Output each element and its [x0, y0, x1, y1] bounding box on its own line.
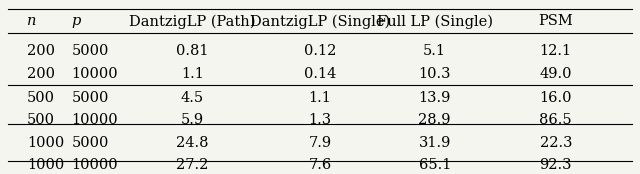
Text: 5000: 5000: [72, 91, 109, 105]
Text: 200: 200: [27, 44, 55, 58]
Text: 7.6: 7.6: [308, 158, 332, 172]
Text: 24.8: 24.8: [176, 136, 209, 150]
Text: 500: 500: [27, 91, 55, 105]
Text: DantzigLP (Path): DantzigLP (Path): [129, 14, 256, 29]
Text: 5000: 5000: [72, 136, 109, 150]
Text: 16.0: 16.0: [540, 91, 572, 105]
Text: 0.14: 0.14: [304, 67, 336, 81]
Text: 10.3: 10.3: [419, 67, 451, 81]
Text: 4.5: 4.5: [181, 91, 204, 105]
Text: 1000: 1000: [27, 158, 64, 172]
Text: 7.9: 7.9: [308, 136, 332, 150]
Text: 22.3: 22.3: [540, 136, 572, 150]
Text: 1.1: 1.1: [308, 91, 332, 105]
Text: 12.1: 12.1: [540, 44, 572, 58]
Text: 10000: 10000: [72, 67, 118, 81]
Text: 27.2: 27.2: [177, 158, 209, 172]
Text: p: p: [72, 14, 81, 28]
Text: 1000: 1000: [27, 136, 64, 150]
Text: 0.12: 0.12: [304, 44, 336, 58]
Text: 86.5: 86.5: [540, 113, 572, 127]
Text: 5000: 5000: [72, 44, 109, 58]
Text: 65.1: 65.1: [419, 158, 451, 172]
Text: 92.3: 92.3: [540, 158, 572, 172]
Text: PSM: PSM: [538, 14, 573, 28]
Text: 500: 500: [27, 113, 55, 127]
Text: 1.1: 1.1: [181, 67, 204, 81]
Text: 200: 200: [27, 67, 55, 81]
Text: 10000: 10000: [72, 113, 118, 127]
Text: 13.9: 13.9: [419, 91, 451, 105]
Text: 10000: 10000: [72, 158, 118, 172]
Text: 5.9: 5.9: [181, 113, 204, 127]
Text: 49.0: 49.0: [540, 67, 572, 81]
Text: 1.3: 1.3: [308, 113, 332, 127]
Text: 28.9: 28.9: [419, 113, 451, 127]
Text: 31.9: 31.9: [419, 136, 451, 150]
Text: 0.81: 0.81: [176, 44, 209, 58]
Text: Full LP (Single): Full LP (Single): [377, 14, 493, 29]
Text: n: n: [27, 14, 36, 28]
Text: 5.1: 5.1: [423, 44, 446, 58]
Text: DantzigLP (Single): DantzigLP (Single): [250, 14, 390, 29]
